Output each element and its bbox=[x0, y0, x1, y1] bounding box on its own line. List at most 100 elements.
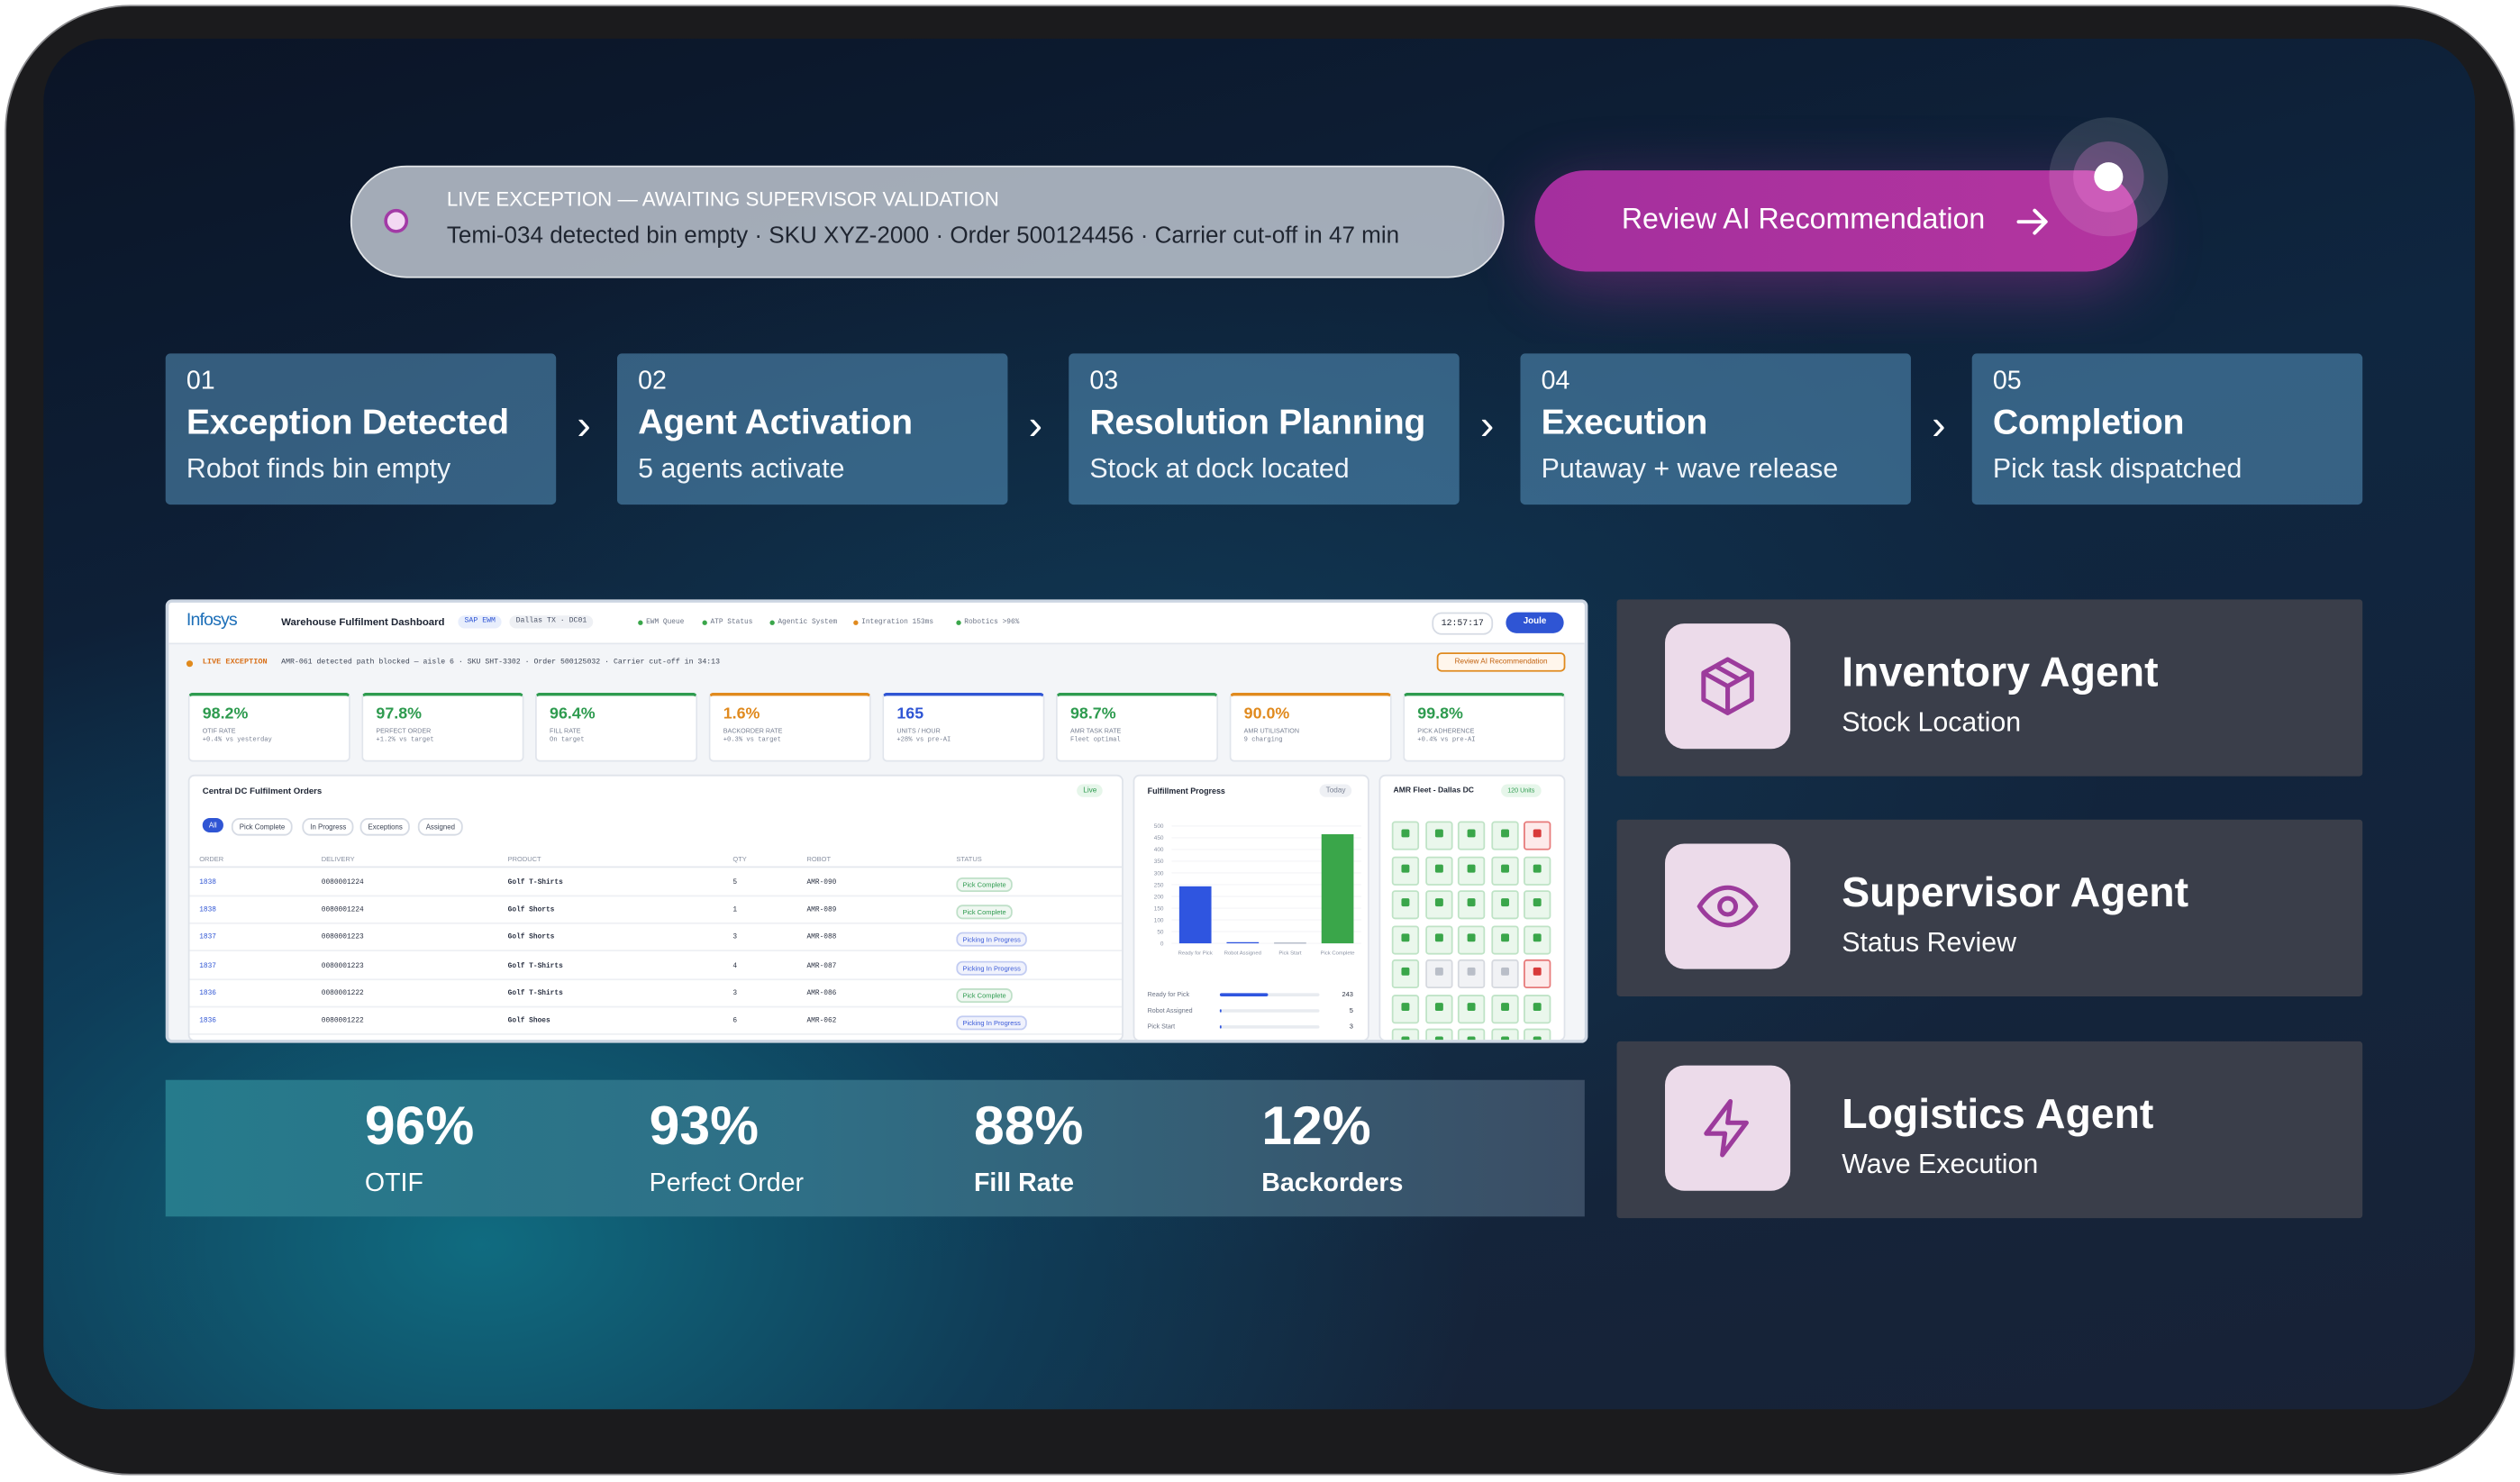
robot-cell bbox=[1424, 890, 1452, 920]
progress-badge: Today bbox=[1319, 784, 1352, 797]
x-tick-label: Ready for Pick bbox=[1178, 951, 1213, 957]
summary-track bbox=[1219, 1008, 1320, 1013]
order-cell: 1836 bbox=[199, 1017, 217, 1026]
robot-dot bbox=[1467, 898, 1476, 907]
progress-title: Fulfillment Progress bbox=[1147, 787, 1225, 797]
robot-dot bbox=[1401, 898, 1410, 907]
x-tick-label: Pick Start bbox=[1278, 951, 1302, 957]
stat-value: 96% bbox=[364, 1096, 475, 1158]
step-title: Completion bbox=[1992, 401, 2185, 442]
robot-cell bbox=[1391, 959, 1420, 989]
review-button-label: Review AI Recommendation bbox=[1621, 202, 1986, 235]
kpi-card: 165 UNITS / HOUR +28% vs pre-AI bbox=[882, 692, 1045, 762]
robot-dot bbox=[1434, 1036, 1442, 1041]
order-cell: AMR-090 bbox=[806, 878, 837, 887]
y-tick-label: 450 bbox=[1154, 835, 1164, 841]
dash-exception-button[interactable]: Review AI Recommendation bbox=[1436, 652, 1566, 672]
review-button[interactable]: Review AI Recommendation bbox=[1534, 170, 2138, 272]
y-tick-label: 150 bbox=[1154, 905, 1164, 912]
status-dot bbox=[769, 620, 775, 625]
step-chevron: › bbox=[577, 400, 591, 449]
robot-cell bbox=[1457, 855, 1486, 885]
kpi-label: PERFECT ORDER bbox=[376, 726, 432, 735]
agent-icon bbox=[1697, 885, 1759, 928]
order-cell: 3 bbox=[732, 989, 738, 998]
y-tick-label: 50 bbox=[1157, 929, 1164, 935]
kpi-note: +28% vs pre-AI bbox=[896, 737, 951, 744]
robot-cell bbox=[1391, 855, 1420, 885]
dash-title: Warehouse Fulfilment Dashboard bbox=[281, 616, 445, 629]
robot-dot bbox=[1467, 863, 1476, 872]
status-item: Integration 153ms bbox=[861, 618, 934, 627]
agent-icon-box bbox=[1665, 623, 1791, 750]
agent-card: Inventory Agent Stock Location bbox=[1616, 599, 2363, 777]
order-cell: 0080001224 bbox=[321, 906, 364, 915]
step-title: Resolution Planning bbox=[1089, 401, 1426, 442]
summary-track bbox=[1219, 992, 1320, 996]
status-item: EWM Queue bbox=[646, 618, 685, 627]
joule-button[interactable]: Joule bbox=[1506, 612, 1564, 633]
y-tick-label: 400 bbox=[1154, 847, 1164, 853]
order-filter[interactable]: Pick Complete bbox=[231, 817, 294, 836]
robot-dot bbox=[1533, 1036, 1542, 1041]
robot-dot bbox=[1434, 898, 1442, 907]
order-filter[interactable]: All bbox=[202, 817, 223, 833]
agent-icon bbox=[1701, 657, 1754, 715]
kpi-label: AMR UTILISATION bbox=[1243, 726, 1299, 735]
robot-dot bbox=[1434, 829, 1442, 838]
robot-dot bbox=[1467, 1036, 1476, 1041]
order-cell: 1837 bbox=[199, 961, 217, 970]
order-filter[interactable]: In Progress bbox=[302, 817, 355, 836]
stat-value: 93% bbox=[649, 1096, 760, 1158]
order-filter[interactable]: Assigned bbox=[417, 817, 463, 836]
order-cell: 0080001222 bbox=[321, 989, 364, 998]
alert-message: Temi-034 detected bin empty · SKU XYZ-20… bbox=[446, 223, 1400, 250]
robot-dot bbox=[1467, 1002, 1476, 1011]
agent-card: Supervisor Agent Status Review bbox=[1616, 819, 2363, 996]
status-item: Robotics >96% bbox=[964, 618, 1020, 627]
robot-cell bbox=[1490, 959, 1518, 989]
robot-cell bbox=[1424, 855, 1452, 885]
alert-pill: LIVE EXCEPTION — AWAITING SUPERVISOR VAL… bbox=[350, 165, 1505, 278]
robot-dot bbox=[1533, 932, 1542, 941]
robot-dot bbox=[1401, 932, 1410, 941]
status-item: Agentic System bbox=[778, 618, 838, 627]
orders-panel: Central DC Fulfilment Orders Live All Pick … bbox=[187, 774, 1124, 1041]
agent-title: Logistics Agent bbox=[1842, 1089, 2154, 1138]
kpi-note: 9 charging bbox=[1243, 737, 1283, 744]
order-cell: 1837 bbox=[199, 934, 217, 943]
kpi-label: PICK ADHERENCE bbox=[1417, 726, 1475, 735]
stat-label: Perfect Order bbox=[649, 1169, 804, 1197]
status-dot bbox=[853, 620, 859, 625]
column-header: DELIVERY bbox=[321, 854, 355, 863]
kpi-card: 99.8% PICK ADHERENCE +0.4% vs pre-AI bbox=[1403, 692, 1566, 762]
y-tick-label: 250 bbox=[1154, 882, 1164, 888]
robot-dot bbox=[1434, 967, 1442, 976]
robot-dot bbox=[1401, 829, 1410, 838]
robot-dot bbox=[1434, 1002, 1442, 1011]
robot-dot bbox=[1500, 863, 1509, 872]
status-badge: Picking In Progress bbox=[956, 932, 1027, 948]
order-cell: Golf T-Shirts bbox=[507, 989, 563, 998]
row-rule bbox=[189, 895, 1123, 897]
bar bbox=[1178, 886, 1212, 944]
order-cell: 1 bbox=[732, 906, 738, 915]
robot-dot bbox=[1500, 1036, 1509, 1041]
row-rule bbox=[189, 1005, 1123, 1008]
column-header: PRODUCT bbox=[507, 854, 541, 863]
kpi-value: 1.6% bbox=[723, 705, 760, 723]
status-dot bbox=[956, 620, 961, 625]
order-cell: 0080001223 bbox=[321, 934, 364, 943]
dashboard-screenshot: Infosys Warehouse Fulfilment Dashboard SAP… bbox=[165, 599, 1588, 1043]
robot-cell bbox=[1457, 1028, 1486, 1041]
agent-subtitle: Status Review bbox=[1842, 927, 2017, 959]
orders-badge: Live bbox=[1077, 784, 1104, 797]
robot-cell bbox=[1391, 994, 1420, 1023]
robot-cell bbox=[1490, 1028, 1518, 1041]
summary-value: 3 bbox=[1349, 1022, 1353, 1031]
kpi-value: 96.4% bbox=[550, 705, 596, 723]
agent-card: Logistics Agent Wave Execution bbox=[1616, 1041, 2363, 1219]
robot-cell bbox=[1457, 924, 1486, 954]
order-filter[interactable]: Exceptions bbox=[359, 817, 411, 836]
kpi-value: 98.2% bbox=[202, 705, 249, 723]
